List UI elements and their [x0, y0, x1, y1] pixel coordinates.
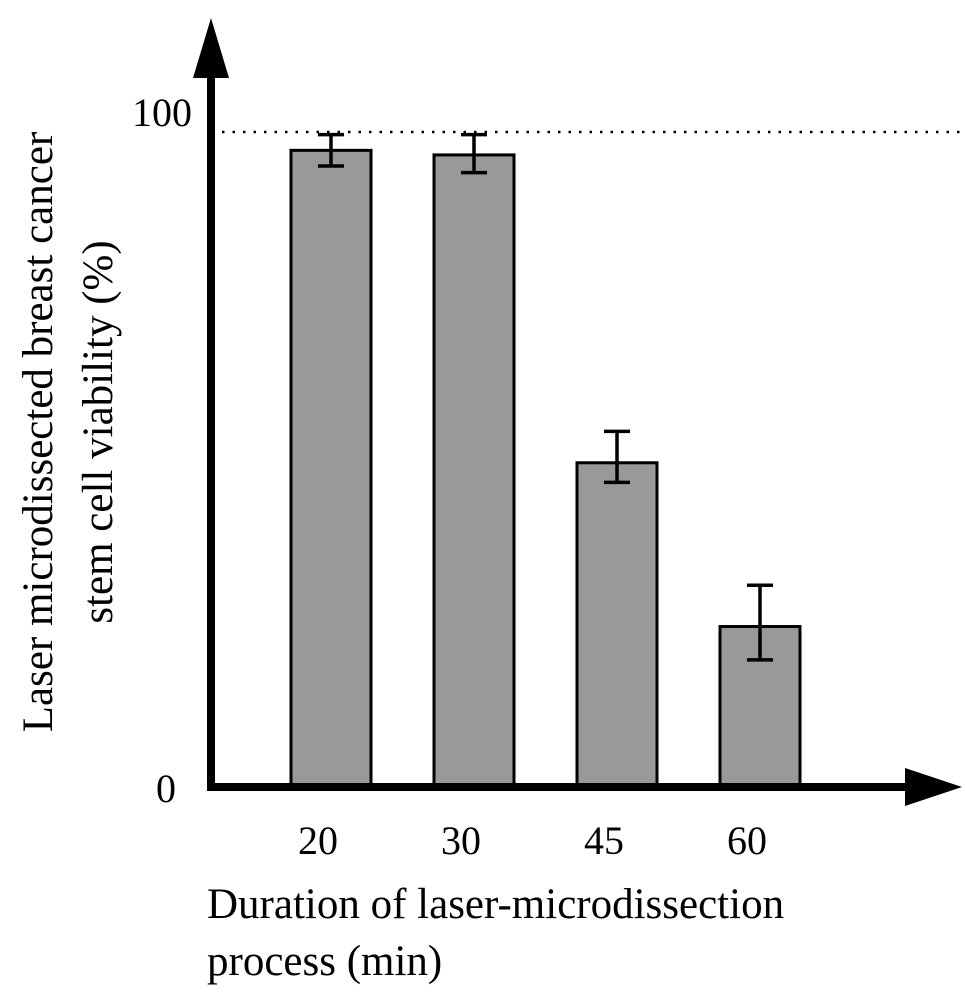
- y-axis-title-line-1: Laser microdissected breast cancer: [15, 132, 62, 733]
- y-tick-label-100: 100: [132, 90, 192, 135]
- x-axis-title-line-2: process (min): [207, 938, 442, 985]
- x-axis-arrowhead: [905, 768, 962, 806]
- x-tick-label-30: 30: [441, 818, 481, 863]
- y-axis-arrowhead: [193, 18, 229, 78]
- bar-30: [432, 153, 516, 789]
- x-tick-label-20: 20: [298, 818, 338, 863]
- bar-45: [575, 461, 659, 789]
- x-axis-title-line-1: Duration of laser-microdissection: [207, 881, 784, 928]
- bar-20: [289, 148, 373, 789]
- x-tick-label-60: 60: [727, 818, 767, 863]
- x-tick-label-45: 45: [584, 818, 624, 863]
- plot-area: 20 30 45 60: [222, 130, 962, 863]
- y-axis-title-line-2: stem cell viability (%): [75, 240, 122, 623]
- y-tick-label-0: 0: [156, 766, 176, 811]
